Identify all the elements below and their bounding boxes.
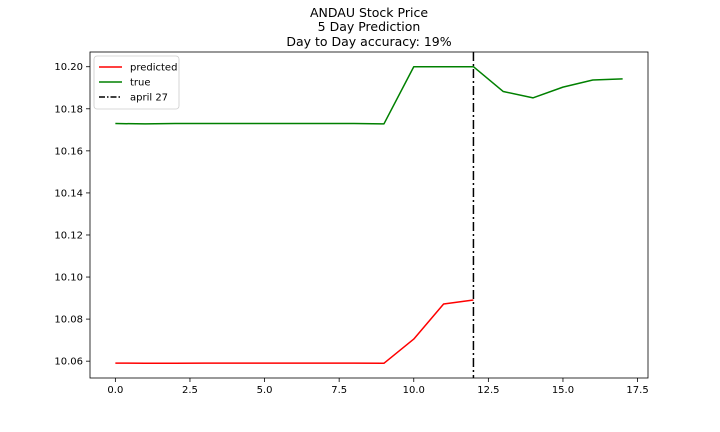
x-axis: 0.0 2.5 5.0 7.5 10.0 12.5 15.0 17.5 — [107, 378, 649, 396]
legend: predicted true april 27 — [93, 55, 180, 110]
x-tick-label: 17.5 — [626, 385, 648, 396]
legend-box — [93, 55, 180, 110]
y-tick-label: 10.06 — [54, 357, 83, 368]
y-tick-label: 10.08 — [54, 315, 83, 326]
y-axis: 10.06 10.08 10.10 10.12 10.14 10.16 10.18 10.20 — [54, 62, 90, 368]
chart-title-line-2: 5 Day Prediction — [318, 19, 421, 34]
x-tick-label: 10.0 — [403, 385, 425, 396]
y-tick-label: 10.20 — [54, 62, 83, 73]
x-tick-label: 2.5 — [182, 385, 198, 396]
x-tick-label: 15.0 — [552, 385, 574, 396]
legend-label-predicted: predicted — [130, 63, 177, 74]
y-tick-label: 10.10 — [54, 273, 83, 284]
axes-frame — [89, 51, 649, 379]
x-tick-label: 7.5 — [331, 385, 347, 396]
y-tick-label: 10.12 — [54, 230, 83, 241]
x-tick-label: 12.5 — [477, 385, 499, 396]
series-line-true — [115, 65, 623, 125]
x-tick-label: 0.0 — [107, 385, 123, 396]
chart-title-line-3: Day to Day accuracy: 19% — [286, 34, 451, 49]
y-tick-label: 10.14 — [54, 188, 83, 199]
chart-title-line-1: ANDAU Stock Price — [310, 5, 428, 20]
legend-label-true: true — [130, 78, 151, 89]
series-line-predicted — [115, 299, 474, 365]
x-tick-label: 5.0 — [257, 385, 273, 396]
y-tick-label: 10.18 — [54, 104, 83, 115]
plot-content — [115, 52, 623, 378]
y-tick-label: 10.16 — [54, 146, 83, 157]
legend-label-april-27: april 27 — [130, 93, 168, 104]
